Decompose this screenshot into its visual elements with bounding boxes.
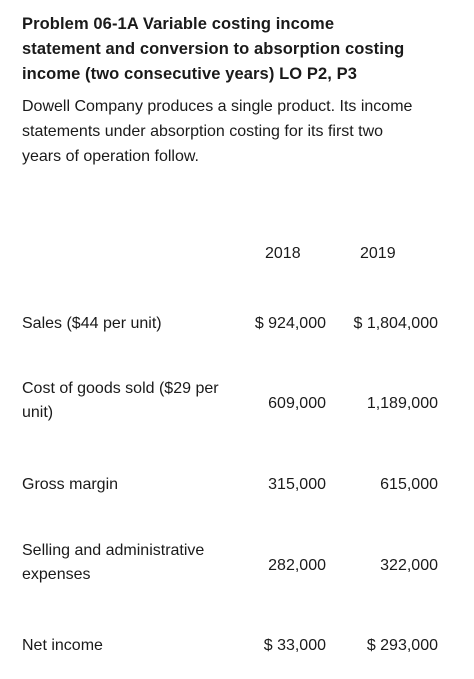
- row-label-line: Cost of goods sold ($29 per: [22, 380, 219, 397]
- row-label-sales: Sales ($44 per unit): [22, 312, 252, 336]
- heading-line: income (two consecutive years) LO P2, P3: [22, 65, 358, 83]
- heading-line: Problem 06-1A Variable costing income: [22, 15, 335, 33]
- selling-admin-2019-value: 322,000: [380, 557, 438, 574]
- row-label-line: Sales ($44 per unit): [22, 315, 162, 332]
- net-income-2019-value: $ 293,000: [366, 637, 438, 654]
- row-label-cogs: Cost of goods sold ($29 per unit): [22, 377, 252, 425]
- net-income-2018-value: $ 33,000: [263, 637, 326, 654]
- row-label-net-income: Net income: [22, 634, 252, 658]
- sales-2018-value: $ 924,000: [254, 315, 326, 332]
- heading-line: statement and conversion to absorption c…: [22, 40, 405, 58]
- row-label-line: Net income: [22, 637, 103, 654]
- row-label-line: Selling and administrative: [22, 542, 205, 559]
- row-label-line: expenses: [22, 566, 91, 583]
- sales-2019-value: $ 1,804,000: [353, 315, 438, 332]
- cogs-2019-value: 1,189,000: [366, 395, 438, 412]
- year-header-2019: 2019: [360, 245, 396, 262]
- gross-margin-2018-value: 315,000: [268, 476, 326, 493]
- description-line: years of operation follow.: [22, 148, 199, 165]
- selling-admin-2018-value: 282,000: [268, 557, 326, 574]
- row-label-line: Gross margin: [22, 476, 119, 493]
- row-label-selling-admin: Selling and administrative expenses: [22, 539, 252, 587]
- description-line: Dowell Company produces a single product…: [22, 98, 413, 115]
- row-label-gross-margin: Gross margin: [22, 473, 252, 497]
- cogs-2018-value: 609,000: [268, 395, 326, 412]
- year-header-2018: 2018: [265, 245, 301, 262]
- problem-description: Dowell Company produces a single product…: [22, 94, 462, 169]
- description-line: statements under absorption costing for …: [22, 123, 384, 140]
- gross-margin-2019-value: 615,000: [380, 476, 438, 493]
- row-label-line: unit): [22, 404, 54, 421]
- problem-heading: Problem 06-1A Variable costing income st…: [22, 12, 462, 87]
